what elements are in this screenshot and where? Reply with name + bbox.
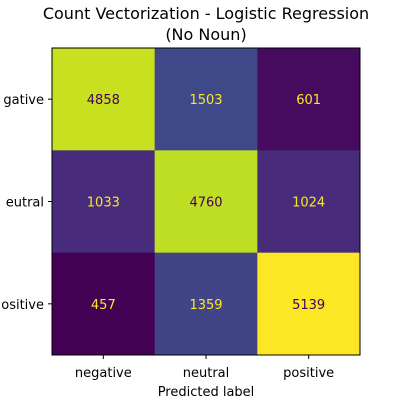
cell-value-label: 1033 xyxy=(87,196,120,211)
x-tick-label: negative xyxy=(75,366,132,381)
y-tick-label: eutral xyxy=(6,196,44,211)
chart-title: Count Vectorization - Logistic Regressio… xyxy=(43,4,369,23)
x-tick-label: neutral xyxy=(183,366,230,381)
heatmap-cell xyxy=(52,252,156,356)
heatmap-cell xyxy=(52,150,156,254)
heatmap-cell xyxy=(52,48,156,151)
heatmap-cell xyxy=(257,150,361,254)
cell-value-label: 1503 xyxy=(189,93,222,108)
cell-value-label: 457 xyxy=(91,298,116,313)
cell-value-label: 4858 xyxy=(87,93,120,108)
y-tick-label: gative xyxy=(3,93,44,108)
heatmap-cell xyxy=(257,252,361,356)
x-axis-ticks: negative neutral positive xyxy=(75,355,334,381)
heatmap-cells xyxy=(52,48,361,356)
heatmap-cell xyxy=(154,252,258,356)
y-axis-ticks: gative eutral ositive xyxy=(1,93,52,313)
cell-value-label: 1359 xyxy=(189,298,222,313)
x-tick-label: positive xyxy=(283,366,334,381)
heatmap-cell xyxy=(257,48,361,151)
cell-value-label: 1024 xyxy=(292,196,325,211)
heatmap-cell xyxy=(154,48,258,151)
cell-value-label: 5139 xyxy=(292,298,325,313)
cell-value-label: 601 xyxy=(296,93,321,108)
chart-subtitle: (No Noun) xyxy=(165,25,246,44)
cell-value-label: 4760 xyxy=(189,196,222,211)
x-axis-label: Predicted label xyxy=(158,385,255,400)
heatmap-cell xyxy=(154,150,258,254)
heatmap-cell-labels: 4858 1503 601 1033 4760 1024 457 1359 5139 xyxy=(87,93,325,313)
y-tick-label: ositive xyxy=(1,298,44,313)
